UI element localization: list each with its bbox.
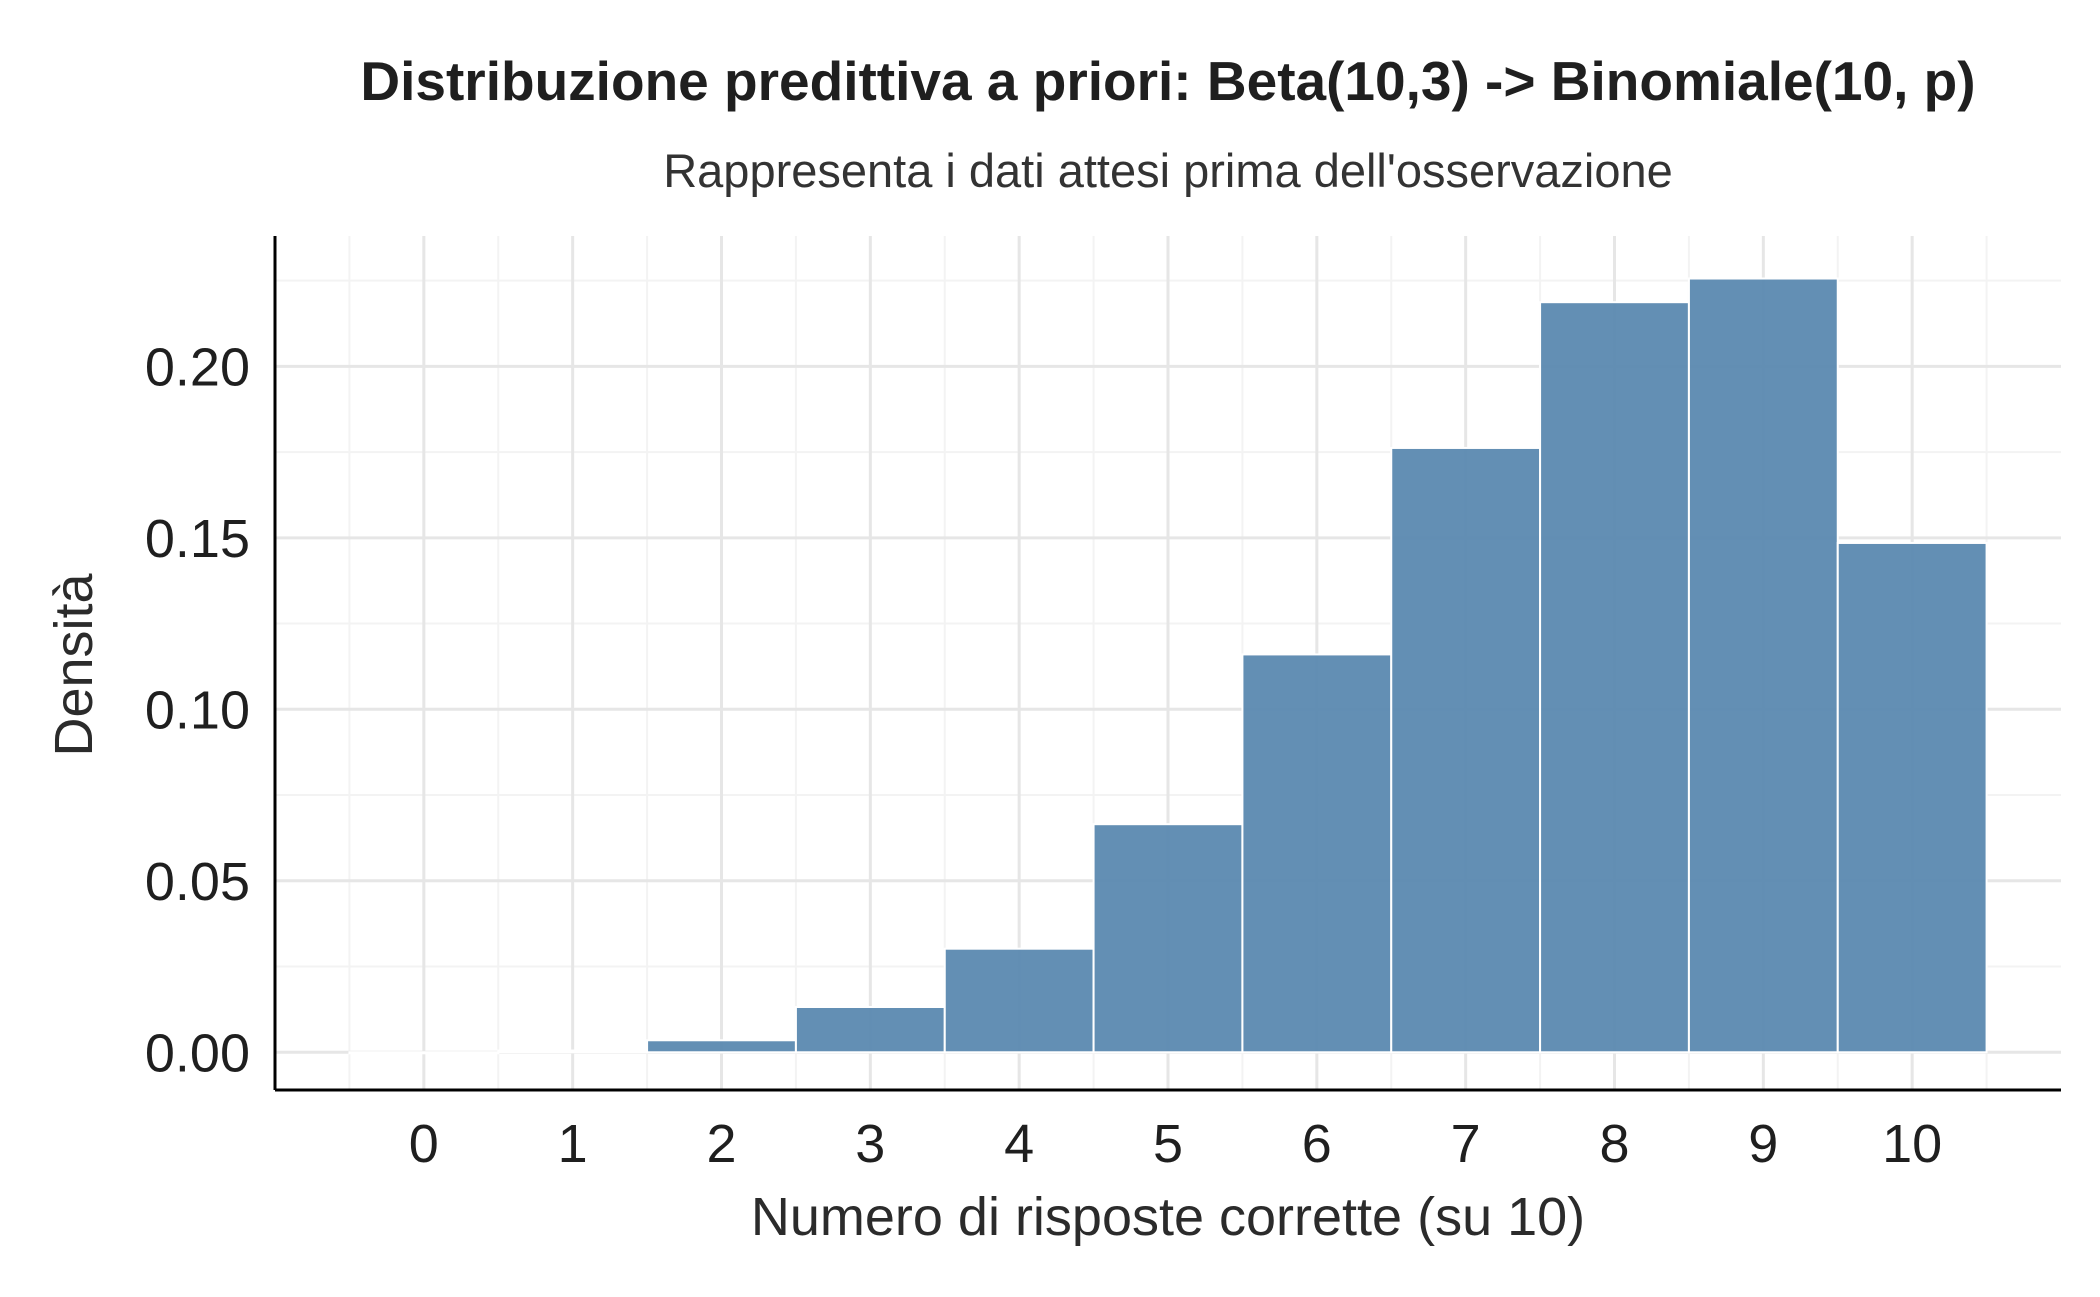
- bar-8: [1539, 301, 1690, 1054]
- x-tick-label: 5: [1153, 1114, 1183, 1174]
- chart-subtitle: Rappresenta i dati attesi prima dell'oss…: [663, 144, 1673, 197]
- x-tick-label: 6: [1302, 1114, 1332, 1174]
- bar-7: [1390, 446, 1542, 1054]
- bar-9: [1687, 277, 1839, 1054]
- x-tick-label: 1: [558, 1114, 588, 1174]
- bar-6: [1241, 653, 1393, 1054]
- chart-title: Distribuzione predittiva a priori: Beta(…: [360, 50, 1975, 112]
- bar-2: [646, 1039, 797, 1054]
- tick-labels: 0 1 2 3 4 5 6 7 8 9 10 0.00 0.05 0.10 0.15 0.20: [145, 337, 1942, 1174]
- x-tick-label: 4: [1004, 1114, 1034, 1174]
- bar-5: [1092, 823, 1244, 1054]
- bars: [348, 277, 1988, 1055]
- bar-10: [1836, 541, 1988, 1054]
- y-tick-label: 0.00: [145, 1023, 250, 1083]
- bar-3: [794, 1006, 946, 1054]
- y-tick-label: 0.10: [145, 680, 250, 740]
- bar-1: [497, 1049, 649, 1054]
- y-tick-label: 0.05: [145, 852, 250, 912]
- x-tick-label: 9: [1748, 1114, 1778, 1174]
- x-tick-label: 3: [855, 1114, 885, 1174]
- x-tick-label: 0: [409, 1114, 439, 1174]
- y-axis-title: Densità: [44, 572, 104, 756]
- x-tick-label: 8: [1599, 1114, 1629, 1174]
- bar-0: [348, 1051, 500, 1055]
- y-tick-label: 0.20: [145, 337, 250, 397]
- axes: [273, 236, 2061, 1092]
- x-tick-label: 10: [1882, 1114, 1942, 1174]
- x-axis-title: Numero di risposte corrette (su 10): [751, 1187, 1585, 1247]
- x-tick-label: 7: [1451, 1114, 1481, 1174]
- y-tick-label: 0.15: [145, 509, 250, 569]
- x-tick-label: 2: [706, 1114, 736, 1174]
- bar-4: [943, 947, 1095, 1054]
